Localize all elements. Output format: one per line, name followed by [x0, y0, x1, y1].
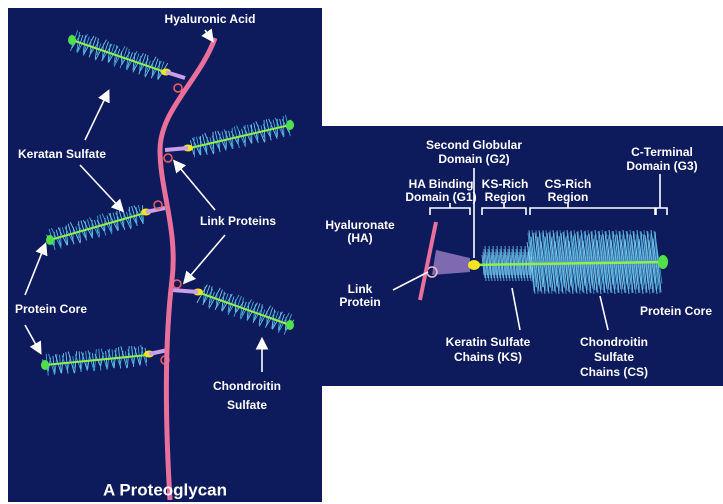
- label: Chains (CS): [580, 365, 648, 379]
- label: Protein Core: [640, 304, 712, 318]
- label: Keratin Sulfate: [446, 335, 531, 349]
- label: Domain (G1): [405, 190, 476, 204]
- label: C-Terminal: [631, 145, 693, 159]
- globular-domain: [68, 35, 76, 45]
- label: KS-Rich: [482, 177, 529, 191]
- label: Link: [348, 282, 373, 296]
- figure: Hyaluronic Acid Keratan Sulfate Link Pro…: [0, 0, 723, 504]
- label: Chondroitin: [580, 335, 648, 349]
- g1-domain: [165, 148, 188, 150]
- globular-domain: [46, 235, 54, 245]
- label: Second Globular: [426, 138, 522, 152]
- label: Chains (KS): [454, 350, 522, 364]
- label: CS-Rich: [545, 177, 592, 191]
- globular-domain: [41, 360, 49, 370]
- label: Link Proteins: [200, 214, 276, 228]
- g2-domain: [468, 260, 480, 270]
- panel-title: A Proteoglycan: [103, 480, 227, 499]
- label: Protein: [339, 295, 380, 309]
- label: Protein Core: [15, 302, 87, 316]
- label: Region: [485, 190, 526, 204]
- globular-domain: [286, 120, 294, 130]
- g1-domain: [172, 290, 198, 292]
- label: (HA): [347, 231, 372, 245]
- label: Keratan Sulfate: [18, 147, 106, 161]
- label: Domain (G2): [438, 152, 509, 166]
- label: Sulfate: [227, 398, 267, 412]
- label: Hyaluronic Acid: [165, 12, 256, 26]
- label: Region: [548, 190, 589, 204]
- label: HA Binding: [409, 177, 474, 191]
- g3-domain: [658, 255, 668, 269]
- label: Domain (G3): [626, 159, 697, 173]
- label: Sulfate: [594, 350, 634, 364]
- label: Hyaluronate: [325, 218, 395, 232]
- label: Chondroitin: [213, 379, 281, 393]
- globular-domain: [286, 320, 294, 330]
